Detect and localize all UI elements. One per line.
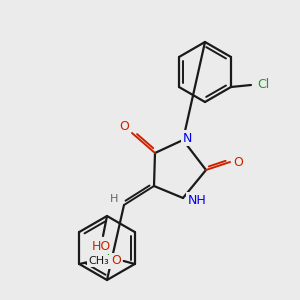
Text: NH: NH xyxy=(188,194,206,206)
Text: H: H xyxy=(110,194,118,204)
Text: N: N xyxy=(182,131,192,145)
Text: O: O xyxy=(111,254,121,268)
Text: O: O xyxy=(233,155,243,169)
Text: O: O xyxy=(119,119,129,133)
Text: HO: HO xyxy=(92,239,111,253)
Text: Cl: Cl xyxy=(98,254,110,268)
Text: CH₃: CH₃ xyxy=(88,256,109,266)
Text: Cl: Cl xyxy=(257,79,269,92)
